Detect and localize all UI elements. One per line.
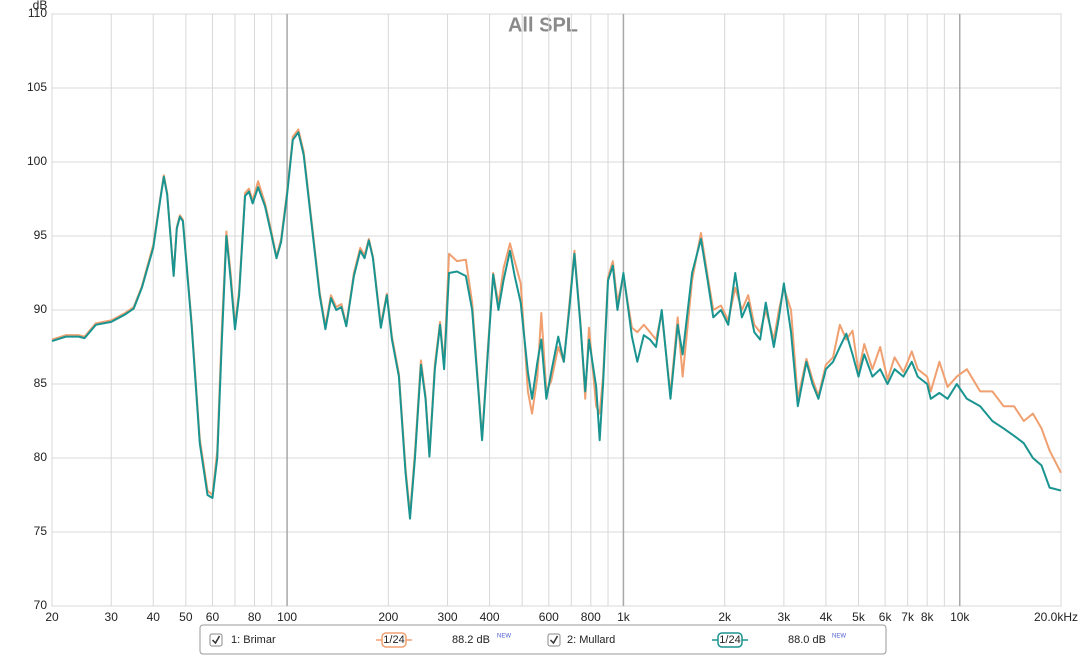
x-tick-label: 400 bbox=[480, 610, 500, 624]
x-tick-label: 40 bbox=[147, 610, 161, 624]
x-tick-label: 2k bbox=[718, 610, 732, 624]
smoothing-label: 1/24 bbox=[719, 634, 740, 646]
y-tick-label: 70 bbox=[34, 598, 48, 612]
y-tick-label: 85 bbox=[34, 376, 48, 390]
x-tick-label: 100 bbox=[277, 610, 297, 624]
x-tick-label: 800 bbox=[581, 610, 601, 624]
x-tick-label: 30 bbox=[105, 610, 119, 624]
smoothing-label: 1/24 bbox=[383, 634, 404, 646]
x-tick-label: 8k bbox=[921, 610, 935, 624]
x-tick-label: 600 bbox=[539, 610, 559, 624]
series-line bbox=[51, 131, 1062, 520]
y-tick-label: 75 bbox=[34, 524, 48, 538]
y-tick-label: 100 bbox=[27, 154, 47, 168]
legend-name: 2: Mullard bbox=[567, 634, 615, 646]
y-unit: dB bbox=[33, 0, 48, 12]
x-tick-label: 3k bbox=[778, 610, 792, 624]
checkmark bbox=[211, 635, 221, 645]
checkmark bbox=[549, 635, 559, 645]
x-tick-label: 4k bbox=[820, 610, 834, 624]
x-tick-label: 20 bbox=[45, 610, 59, 624]
legend-name: 1: Brimar bbox=[231, 634, 276, 646]
legend-box bbox=[199, 624, 887, 655]
x-tick-label: 20.0kHz bbox=[1034, 610, 1078, 624]
y-tick-label: 90 bbox=[34, 302, 48, 316]
y-tick-label: 95 bbox=[34, 228, 48, 242]
y-tick-label: 80 bbox=[34, 450, 48, 464]
legend-level: 88.2 dB bbox=[452, 634, 490, 646]
x-tick-label: 6k bbox=[879, 610, 893, 624]
x-tick-label: 60 bbox=[206, 610, 220, 624]
x-tick-label: 10k bbox=[950, 610, 970, 624]
x-tick-label: 80 bbox=[248, 610, 262, 624]
x-tick-label: 7k bbox=[901, 610, 915, 624]
x-tick-label: 200 bbox=[378, 610, 398, 624]
legend-badge: NEW bbox=[497, 634, 511, 640]
checkbox[interactable] bbox=[547, 633, 561, 647]
x-tick-label: 50 bbox=[179, 610, 193, 624]
x-tick-label: 1k bbox=[617, 610, 631, 624]
x-tick-label: 300 bbox=[438, 610, 458, 624]
chart-title: All SPL bbox=[508, 14, 578, 36]
y-tick-label: 105 bbox=[27, 80, 47, 94]
smoothing-box[interactable] bbox=[381, 632, 407, 648]
x-tick-label: 5k bbox=[852, 610, 866, 624]
checkbox[interactable] bbox=[209, 633, 223, 647]
y-tick-label: 110 bbox=[28, 6, 47, 20]
legend-level: 88.0 dB bbox=[788, 634, 826, 646]
smoothing-box[interactable] bbox=[717, 632, 743, 648]
legend-badge: NEW bbox=[832, 634, 846, 640]
